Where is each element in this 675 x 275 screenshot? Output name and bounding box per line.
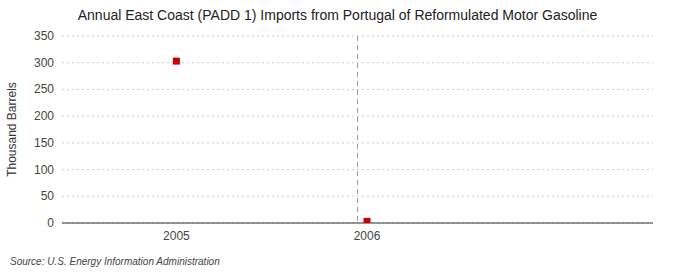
y-tick-label: 150 — [34, 136, 54, 150]
x-tick-label: 2005 — [163, 229, 190, 243]
grid-line — [62, 89, 653, 90]
reference-line — [357, 36, 358, 223]
y-tick-label: 100 — [34, 163, 54, 177]
grid-line — [62, 142, 653, 143]
chart-container: Annual East Coast (PADD 1) Imports from … — [0, 0, 675, 275]
grid-line — [62, 169, 653, 170]
y-tick-label: 50 — [41, 189, 55, 203]
title: Annual East Coast (PADD 1) Imports from … — [78, 7, 598, 23]
y-tick-label: 0 — [47, 216, 54, 230]
grid-line — [62, 116, 653, 117]
chart: Annual East Coast (PADD 1) Imports from … — [0, 0, 675, 275]
source-note: Source: U.S. Energy Information Administ… — [10, 256, 220, 267]
y-tick-label: 250 — [34, 82, 54, 96]
x-tick-label: 2006 — [354, 229, 381, 243]
plot-area — [173, 36, 371, 223]
y-tick-label: 350 — [34, 29, 54, 43]
grid — [62, 36, 653, 223]
point — [173, 58, 180, 65]
point — [364, 218, 371, 223]
y-axis-label: Thousand Barrels — [5, 82, 19, 177]
grid-line — [62, 196, 653, 197]
y-tick-label: 200 — [34, 109, 54, 123]
y-tick-label: 300 — [34, 56, 54, 70]
